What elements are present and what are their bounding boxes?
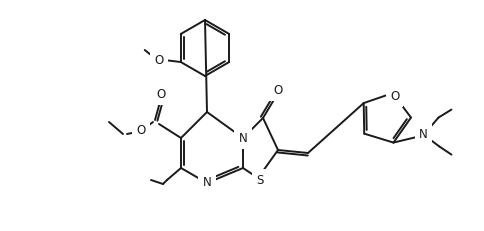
Text: O: O xyxy=(273,83,282,97)
Text: O: O xyxy=(389,90,398,103)
Text: S: S xyxy=(256,173,263,186)
Text: N: N xyxy=(202,176,211,189)
Text: N: N xyxy=(418,128,427,141)
Text: O: O xyxy=(136,124,145,137)
Text: O: O xyxy=(156,88,165,100)
Text: N: N xyxy=(238,131,247,145)
Text: O: O xyxy=(154,54,163,67)
